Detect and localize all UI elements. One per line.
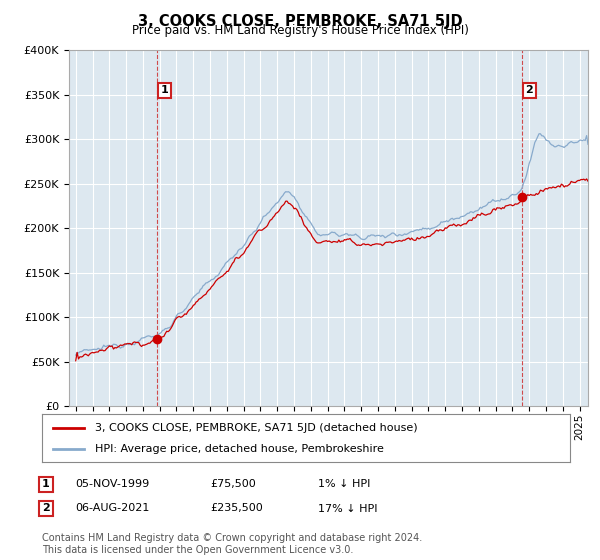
Text: £75,500: £75,500 <box>210 479 256 489</box>
Text: 2: 2 <box>42 503 50 514</box>
Text: 17% ↓ HPI: 17% ↓ HPI <box>318 503 377 514</box>
Text: 3, COOKS CLOSE, PEMBROKE, SA71 5JD (detached house): 3, COOKS CLOSE, PEMBROKE, SA71 5JD (deta… <box>95 423 418 433</box>
Text: 1% ↓ HPI: 1% ↓ HPI <box>318 479 370 489</box>
Text: 06-AUG-2021: 06-AUG-2021 <box>75 503 149 514</box>
Text: £235,500: £235,500 <box>210 503 263 514</box>
Text: Contains HM Land Registry data © Crown copyright and database right 2024.
This d: Contains HM Land Registry data © Crown c… <box>42 533 422 555</box>
Text: 05-NOV-1999: 05-NOV-1999 <box>75 479 149 489</box>
Text: 1: 1 <box>161 86 169 95</box>
Text: 2: 2 <box>526 86 533 95</box>
Text: 3, COOKS CLOSE, PEMBROKE, SA71 5JD: 3, COOKS CLOSE, PEMBROKE, SA71 5JD <box>137 14 463 29</box>
Text: 1: 1 <box>42 479 50 489</box>
Text: Price paid vs. HM Land Registry's House Price Index (HPI): Price paid vs. HM Land Registry's House … <box>131 24 469 37</box>
Text: HPI: Average price, detached house, Pembrokeshire: HPI: Average price, detached house, Pemb… <box>95 444 383 454</box>
